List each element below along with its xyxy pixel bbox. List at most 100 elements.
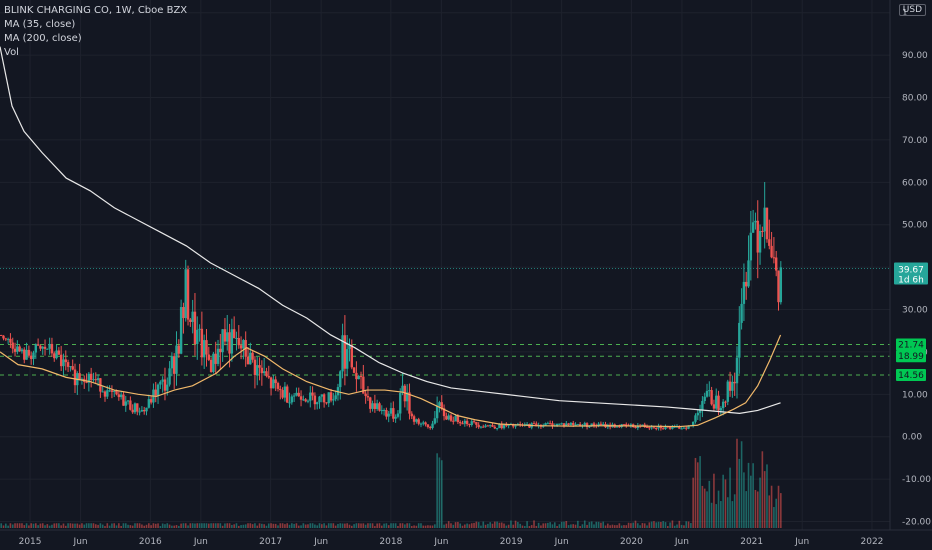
volume-bar xyxy=(242,524,245,528)
volume-bar xyxy=(286,523,289,528)
candle-body xyxy=(399,392,402,414)
volume-bar xyxy=(572,524,575,528)
volume-bar xyxy=(127,524,129,528)
volume-bar xyxy=(122,523,125,528)
candle-body xyxy=(410,413,413,417)
candle-body xyxy=(184,269,187,319)
volume-bar xyxy=(219,523,222,528)
volume-bar xyxy=(630,523,632,528)
chart-legend: BLINK CHARGING CO, 1W, Cboe BZX MA (35, … xyxy=(4,4,187,60)
candle-body xyxy=(66,362,70,367)
candle-body xyxy=(592,423,596,426)
volume-bar xyxy=(399,523,402,528)
volume-bar xyxy=(429,525,432,528)
candle-body xyxy=(343,335,347,369)
volume-bar xyxy=(180,523,182,528)
volume-bar xyxy=(669,522,671,528)
volume-bar xyxy=(523,526,526,528)
candle-body xyxy=(435,406,439,419)
volume-bar xyxy=(330,523,332,528)
last-price-value: 39.67 xyxy=(898,266,924,276)
candle-body xyxy=(738,322,741,358)
candle-body xyxy=(327,392,330,404)
volume-bar xyxy=(450,523,452,528)
volume-bar xyxy=(300,525,302,528)
candle-body xyxy=(302,399,305,401)
volume-bar xyxy=(475,521,478,528)
volume-bar xyxy=(738,458,741,528)
candle-body xyxy=(401,385,404,393)
volume-bar xyxy=(85,523,88,528)
volume-bar xyxy=(553,522,556,528)
volume-bar xyxy=(261,523,263,528)
volume-bar xyxy=(94,524,97,528)
candle-body xyxy=(445,416,448,420)
volume-bar xyxy=(104,526,106,528)
candle-body xyxy=(223,329,227,342)
volume-bar xyxy=(205,523,208,528)
legend-vol[interactable]: Vol xyxy=(4,47,19,58)
candle-body xyxy=(502,424,506,429)
volume-bar xyxy=(129,525,132,528)
volume-bar xyxy=(362,523,365,528)
volume-bar xyxy=(694,457,697,528)
legend-ma200[interactable]: MA (200, close) xyxy=(4,33,82,44)
volume-bar xyxy=(773,507,775,528)
candle-body xyxy=(572,422,575,425)
volume-bar xyxy=(97,524,99,528)
candle-body xyxy=(728,381,732,391)
candle-body xyxy=(119,394,123,398)
candle-body xyxy=(479,426,483,428)
candle-body xyxy=(359,376,363,378)
volume-bar xyxy=(124,523,127,528)
candle-body xyxy=(470,421,473,426)
volume-bar xyxy=(141,524,143,528)
volume-bar xyxy=(143,525,146,528)
time-tick-label: 2018 xyxy=(379,537,402,547)
volume-bar xyxy=(724,479,727,528)
volume-bar xyxy=(692,477,694,528)
candle-body xyxy=(749,232,753,261)
candle-body xyxy=(449,415,453,421)
candle-body xyxy=(117,394,121,398)
volume-bar xyxy=(281,523,284,528)
candle-body xyxy=(80,378,84,380)
candle-body xyxy=(27,349,31,356)
volume-bar xyxy=(150,525,152,528)
currency-button[interactable]: USD xyxy=(898,4,926,16)
volume-bar xyxy=(563,521,565,528)
volume-bar xyxy=(406,523,408,528)
legend-title: BLINK CHARGING CO, 1W, Cboe BZX xyxy=(4,5,188,16)
candle-body xyxy=(544,423,547,426)
volume-bar xyxy=(212,523,215,528)
volume-bar xyxy=(327,523,330,528)
candle-body xyxy=(461,423,464,425)
volume-bar xyxy=(740,441,743,528)
volume-bar xyxy=(30,523,32,528)
candle-body xyxy=(779,267,783,303)
candle-body xyxy=(745,281,748,287)
candle-body xyxy=(495,428,499,430)
candle-body xyxy=(256,365,259,376)
volume-bar xyxy=(588,522,591,528)
candle-body xyxy=(59,354,63,367)
volume-bar xyxy=(364,524,367,528)
candle-body xyxy=(493,426,497,429)
candle-body xyxy=(385,410,388,417)
volume-bar xyxy=(9,523,12,528)
volume-bar xyxy=(226,523,229,528)
volume-bar xyxy=(512,524,515,528)
volume-bar xyxy=(699,456,701,528)
candle-body xyxy=(262,371,266,374)
volume-bar xyxy=(625,525,628,528)
candle-body xyxy=(11,342,14,349)
volume-bar xyxy=(175,525,178,528)
legend-ma35[interactable]: MA (35, close) xyxy=(4,19,76,30)
candle-body xyxy=(94,379,97,381)
candle-body xyxy=(258,365,261,368)
volume-bar xyxy=(639,525,641,528)
level-tag-label: 18.99 xyxy=(898,352,924,362)
volume-bar xyxy=(408,523,411,528)
volume-bar xyxy=(607,523,609,528)
